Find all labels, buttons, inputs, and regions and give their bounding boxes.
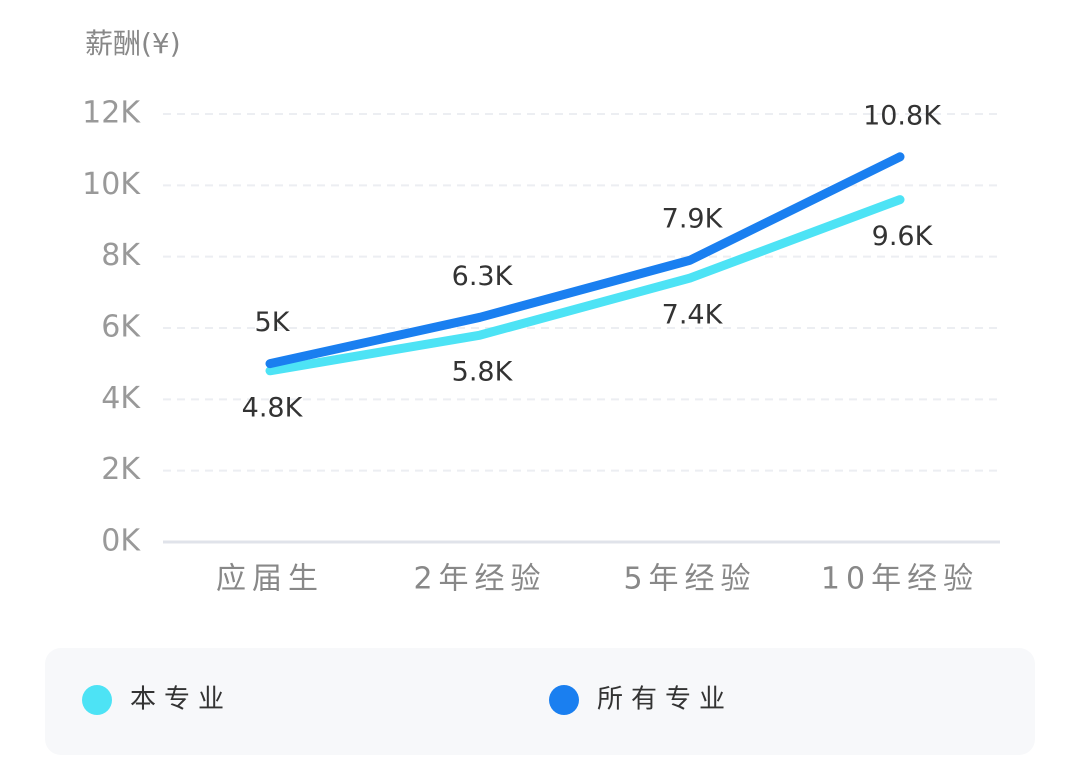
data-label: 6.3K [452,261,514,292]
x-tick-label: 5年经验 [623,562,756,597]
x-tick-label: 应届生 [216,562,324,597]
legend-box [45,648,1035,755]
data-label: 4.8K [242,392,304,423]
data-label: 10.8K [863,100,942,131]
legend-label: 本专业 [130,685,232,715]
y-axis-label: 薪酬(¥) [85,27,181,60]
y-tick-label: 6K [101,310,141,345]
legend-label: 所有专业 [597,685,733,715]
data-label: 7.4K [662,300,724,331]
series-line [265,152,905,369]
data-label: 9.6K [872,221,934,252]
y-tick-label: 12K [82,96,141,131]
series-line [265,195,905,376]
y-tick-label: 4K [101,381,141,416]
x-tick-label: 2年经验 [413,562,546,597]
data-label: 7.9K [662,204,724,235]
legend-marker [549,685,579,715]
legend-marker [82,685,112,715]
y-tick-label: 8K [101,238,141,273]
data-label: 5K [255,307,291,338]
y-tick-label: 2K [101,452,141,487]
data-label: 5.8K [452,357,514,388]
y-tick-label: 0K [101,524,141,559]
x-tick-label: 10年经验 [821,562,979,597]
y-tick-label: 10K [82,167,141,202]
